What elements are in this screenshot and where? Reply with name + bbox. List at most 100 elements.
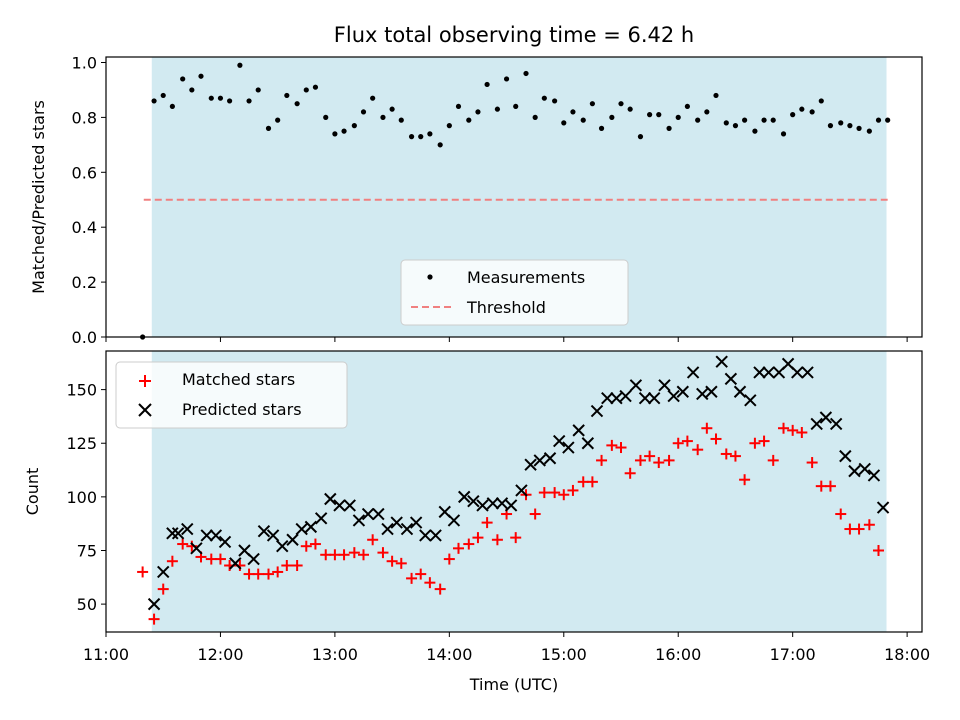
predicted-star-point <box>581 437 595 450</box>
predicted-star-point <box>590 404 604 418</box>
matched-star-point <box>481 517 493 529</box>
measurement-point <box>160 92 166 99</box>
matched-star-point <box>291 560 303 572</box>
measurement-point <box>246 98 252 104</box>
matched-star-point <box>767 454 779 466</box>
predicted-star-point <box>524 458 537 471</box>
y-tick-label: 0.0 <box>72 328 97 347</box>
matched-star-point <box>701 422 713 434</box>
measurement-point <box>609 114 615 120</box>
matched-star-point <box>824 480 836 492</box>
measurement-point <box>398 117 404 123</box>
top-y-ticks: 0.0 0.2 0.4 0.6 0.8 1.0 <box>72 53 106 347</box>
predicted-star-point <box>753 366 766 379</box>
measurement-point <box>446 123 452 129</box>
measurement-point <box>732 123 739 129</box>
bottom-legend: Matched stars Predicted stars <box>115 361 348 429</box>
predicted-star-point <box>543 452 557 465</box>
measurement-point <box>838 120 844 126</box>
measurement-point <box>237 62 243 68</box>
predicted-star-point <box>324 492 337 506</box>
bottom-legend-box <box>115 361 348 429</box>
matched-star-point <box>472 532 484 544</box>
y-tick-label: 0.6 <box>72 163 97 182</box>
measurement-point <box>494 106 501 112</box>
measurement-point <box>675 114 681 120</box>
y-tick-label: 100 <box>66 488 97 507</box>
predicted-star-point <box>848 464 861 478</box>
measurement-point <box>341 128 347 134</box>
predicted-star-point <box>552 434 566 448</box>
measurement-point <box>323 114 329 120</box>
matched-star-point <box>644 450 656 462</box>
predicted-star-point <box>601 391 614 405</box>
predicted-star-point <box>266 529 280 542</box>
measurement-point <box>827 123 834 129</box>
matched-star-point <box>377 547 389 559</box>
predicted-star-point <box>619 389 632 403</box>
measurement-point <box>780 131 787 137</box>
matched-star-point <box>634 454 646 466</box>
matched-star-point <box>386 555 398 567</box>
matched-star-point <box>558 489 570 501</box>
top-legend-box <box>400 259 629 326</box>
predicted-star-point <box>295 522 308 536</box>
bottom-marks <box>137 355 890 625</box>
predicted-star-point <box>724 372 738 386</box>
predicted-star-point <box>667 389 680 403</box>
predicted-star-point <box>495 497 509 510</box>
measurement-point <box>752 128 758 134</box>
measurement-point <box>552 98 558 104</box>
predicted-star-point <box>810 417 823 431</box>
measurement-point <box>466 117 472 123</box>
predicted-star-point <box>733 385 747 398</box>
legend-predicted-label: Predicted stars <box>182 400 302 419</box>
top-legend: Measurements Threshold <box>400 259 629 326</box>
matched-star-point <box>166 555 178 567</box>
matched-star-point <box>787 424 799 436</box>
predicted-star-point <box>676 385 690 398</box>
measurement-point <box>598 125 605 131</box>
top-panel: 0.0 0.2 0.4 0.6 0.8 1.0 Matched/Predicted sta… <box>29 53 923 347</box>
predicted-star-point <box>218 535 232 549</box>
predicted-star-point <box>876 501 890 514</box>
x-tick-label: 14:00 <box>426 645 472 664</box>
measurement-point <box>875 117 882 123</box>
measurement-point <box>684 103 690 110</box>
x-tick-label: 15:00 <box>541 645 587 664</box>
y-tick-label: 1.0 <box>72 53 97 72</box>
measurement-point <box>180 76 186 82</box>
measurement-point <box>885 117 891 123</box>
matched-star-point <box>873 544 885 556</box>
measurement-point <box>818 98 824 104</box>
measurement-point <box>503 76 510 82</box>
y-tick-label: 125 <box>66 434 97 453</box>
predicted-star-point <box>372 507 385 521</box>
matched-star-point <box>586 476 598 488</box>
matched-star-point <box>272 566 284 578</box>
bottom-axes-frame <box>105 350 923 633</box>
predicted-star-point <box>257 524 271 538</box>
predicted-star-point <box>867 469 881 482</box>
x-tick-label: 12:00 <box>197 645 243 664</box>
predicted-star-point <box>647 391 661 405</box>
predicted-star-point <box>429 529 442 542</box>
matched-star-point <box>338 549 350 561</box>
predicted-star-point <box>390 516 403 529</box>
matched-star-point <box>367 534 379 546</box>
predicted-star-point <box>200 529 213 542</box>
measurement-point <box>770 117 776 123</box>
predicted-star-point <box>458 490 471 504</box>
matched-star-point <box>615 442 627 454</box>
matched-star-point <box>148 613 160 625</box>
predicted-star-point <box>705 385 718 398</box>
matched-star-point <box>424 577 436 589</box>
predicted-star-point <box>352 514 366 527</box>
legend-matched-label: Matched stars <box>182 370 295 389</box>
matched-star-point <box>758 435 770 447</box>
predicted-star-point <box>610 391 623 405</box>
measurement-point <box>713 92 719 99</box>
matched-star-point <box>567 484 579 496</box>
measurement-point <box>255 87 261 93</box>
measurement-point <box>656 112 662 118</box>
